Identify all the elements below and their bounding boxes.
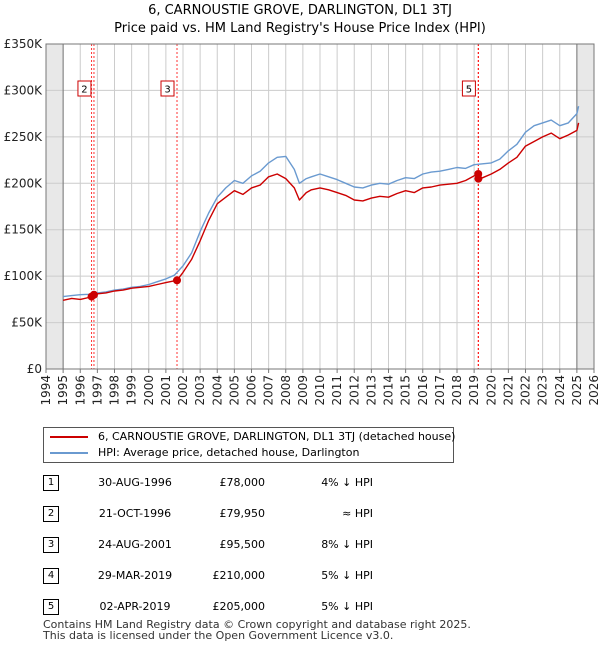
sale-marker-label: 5 bbox=[466, 85, 472, 96]
x-tick-label: 1996 bbox=[73, 375, 87, 406]
sale-hpi-comparison: 5% ↓ HPI bbox=[321, 600, 373, 613]
x-tick-label: 2026 bbox=[587, 375, 600, 406]
x-tick-label: 2020 bbox=[484, 375, 498, 406]
chart-title-block: 6, CARNOUSTIE GROVE, DARLINGTON, DL1 3TJ… bbox=[0, 2, 600, 38]
chart-legend: 6, CARNOUSTIE GROVE, DARLINGTON, DL1 3TJ… bbox=[43, 427, 455, 463]
sale-hpi-comparison: 4% ↓ HPI bbox=[321, 476, 373, 489]
x-tick-label: 2010 bbox=[313, 375, 327, 406]
x-tick-label: 2015 bbox=[399, 375, 413, 406]
x-tick-label: 2019 bbox=[467, 375, 481, 406]
sale-row: 5 02-APR-2019 £205,000 5% ↓ HPI bbox=[43, 596, 563, 616]
y-tick-label: £350K bbox=[4, 37, 44, 51]
y-tick-label: £200K bbox=[4, 176, 44, 190]
x-tick-label: 2011 bbox=[330, 375, 344, 406]
sale-marker-box bbox=[160, 80, 175, 97]
x-tick-label: 2002 bbox=[176, 375, 190, 406]
chart-title: 6, CARNOUSTIE GROVE, DARLINGTON, DL1 3TJ bbox=[148, 3, 452, 18]
x-tick-label: 2025 bbox=[570, 375, 584, 406]
x-tick-label: 1999 bbox=[125, 375, 139, 406]
x-tick-label: 2021 bbox=[501, 375, 515, 406]
legend-item-hpi: HPI: Average price, detached house, Darl… bbox=[50, 445, 359, 461]
x-tick-label: 1998 bbox=[108, 375, 122, 406]
x-tick-label: 2022 bbox=[519, 375, 533, 406]
legend-label-hpi: HPI: Average price, detached house, Darl… bbox=[98, 446, 360, 459]
y-tick-label: £150K bbox=[4, 223, 44, 237]
sale-number-box: 2 bbox=[43, 506, 59, 522]
x-tick-label: 2014 bbox=[382, 375, 396, 406]
attribution-footer: Contains HM Land Registry data © Crown c… bbox=[43, 619, 471, 641]
legend-label-property: 6, CARNOUSTIE GROVE, DARLINGTON, DL1 3TJ… bbox=[98, 430, 456, 443]
sale-point bbox=[89, 290, 98, 299]
sale-price: £78,000 bbox=[219, 476, 266, 489]
attribution-line-2: This data is licensed under the Open Gov… bbox=[43, 629, 394, 642]
sale-price: £205,000 bbox=[212, 600, 266, 613]
x-tick-label: 2006 bbox=[245, 375, 259, 406]
property-price-line bbox=[62, 122, 580, 301]
x-tick-label: 1994 bbox=[39, 375, 53, 406]
hpi-line bbox=[63, 106, 580, 298]
sale-point bbox=[173, 276, 182, 285]
x-tick-label: 2004 bbox=[210, 375, 224, 406]
y-tick-label: £100K bbox=[4, 269, 44, 283]
x-tick-label: 2017 bbox=[433, 375, 447, 406]
sale-price: £210,000 bbox=[212, 569, 266, 582]
y-tick-label: £250K bbox=[4, 130, 44, 144]
x-tick-label: 1995 bbox=[56, 375, 70, 406]
sale-point bbox=[474, 174, 483, 183]
x-tick-label: 2012 bbox=[347, 375, 361, 406]
sale-row: 2 21-OCT-1996 £79,950 ≈ HPI bbox=[43, 503, 563, 523]
price-chart: 2 3 5 £0 £50K £100K £150K £200K £250K £300K £350K 1… bbox=[4, 37, 600, 406]
y-tick-label: £300K bbox=[4, 83, 44, 97]
x-tick-label: 2005 bbox=[227, 375, 241, 406]
sale-number-box: 4 bbox=[43, 568, 59, 584]
legend-item-property: 6, CARNOUSTIE GROVE, DARLINGTON, DL1 3TJ… bbox=[50, 429, 455, 445]
sale-price: £95,500 bbox=[219, 538, 266, 551]
x-tick-label: 2003 bbox=[193, 375, 207, 406]
legend-swatch-property bbox=[50, 436, 88, 438]
sale-number-box: 5 bbox=[43, 599, 59, 615]
sale-date: 30-AUG-1996 bbox=[98, 476, 172, 489]
sale-marker-box bbox=[77, 80, 92, 97]
x-tick-label: 2009 bbox=[296, 375, 310, 406]
x-tick-label: 2023 bbox=[536, 375, 550, 406]
x-tick-label: 1997 bbox=[90, 375, 104, 406]
chart-subtitle: Price paid vs. HM Land Registry's House … bbox=[114, 21, 486, 36]
y-tick-label: £50K bbox=[11, 316, 43, 330]
sale-date: 29-MAR-2019 bbox=[97, 569, 173, 582]
x-tick-label: 2000 bbox=[142, 375, 156, 406]
x-tick-label: 2001 bbox=[159, 375, 173, 406]
sale-marker-label: 3 bbox=[164, 85, 170, 96]
x-tick-label: 2008 bbox=[279, 375, 293, 406]
legend-swatch-hpi bbox=[50, 452, 88, 454]
x-tick-label: 2018 bbox=[450, 375, 464, 406]
x-tick-label: 2007 bbox=[262, 375, 276, 406]
x-tick-label: 2013 bbox=[364, 375, 378, 406]
sale-hpi-comparison: ≈ HPI bbox=[342, 507, 373, 520]
sale-number-box: 3 bbox=[43, 537, 59, 553]
sale-hpi-comparison: 8% ↓ HPI bbox=[321, 538, 373, 551]
forecast-shade bbox=[46, 44, 64, 369]
sale-date: 02-APR-2019 bbox=[99, 600, 171, 613]
sale-marker-box bbox=[461, 80, 476, 97]
forecast-shade bbox=[576, 44, 594, 369]
x-tick-label: 2024 bbox=[553, 375, 567, 406]
sale-hpi-comparison: 5% ↓ HPI bbox=[321, 569, 373, 582]
x-tick-label: 2016 bbox=[416, 375, 430, 406]
sale-date: 21-OCT-1996 bbox=[98, 507, 172, 520]
sale-date: 24-AUG-2001 bbox=[98, 538, 172, 551]
sale-price: £79,950 bbox=[219, 507, 266, 520]
sale-marker-label: 2 bbox=[81, 85, 87, 96]
sale-row: 4 29-MAR-2019 £210,000 5% ↓ HPI bbox=[43, 565, 563, 585]
sale-row: 3 24-AUG-2001 £95,500 8% ↓ HPI bbox=[43, 534, 563, 554]
sale-row: 1 30-AUG-1996 £78,000 4% ↓ HPI bbox=[43, 472, 563, 492]
y-tick-label: £0 bbox=[27, 362, 42, 376]
sale-number-box: 1 bbox=[43, 475, 59, 491]
attribution-line-1: Contains HM Land Registry data © Crown c… bbox=[43, 618, 471, 631]
